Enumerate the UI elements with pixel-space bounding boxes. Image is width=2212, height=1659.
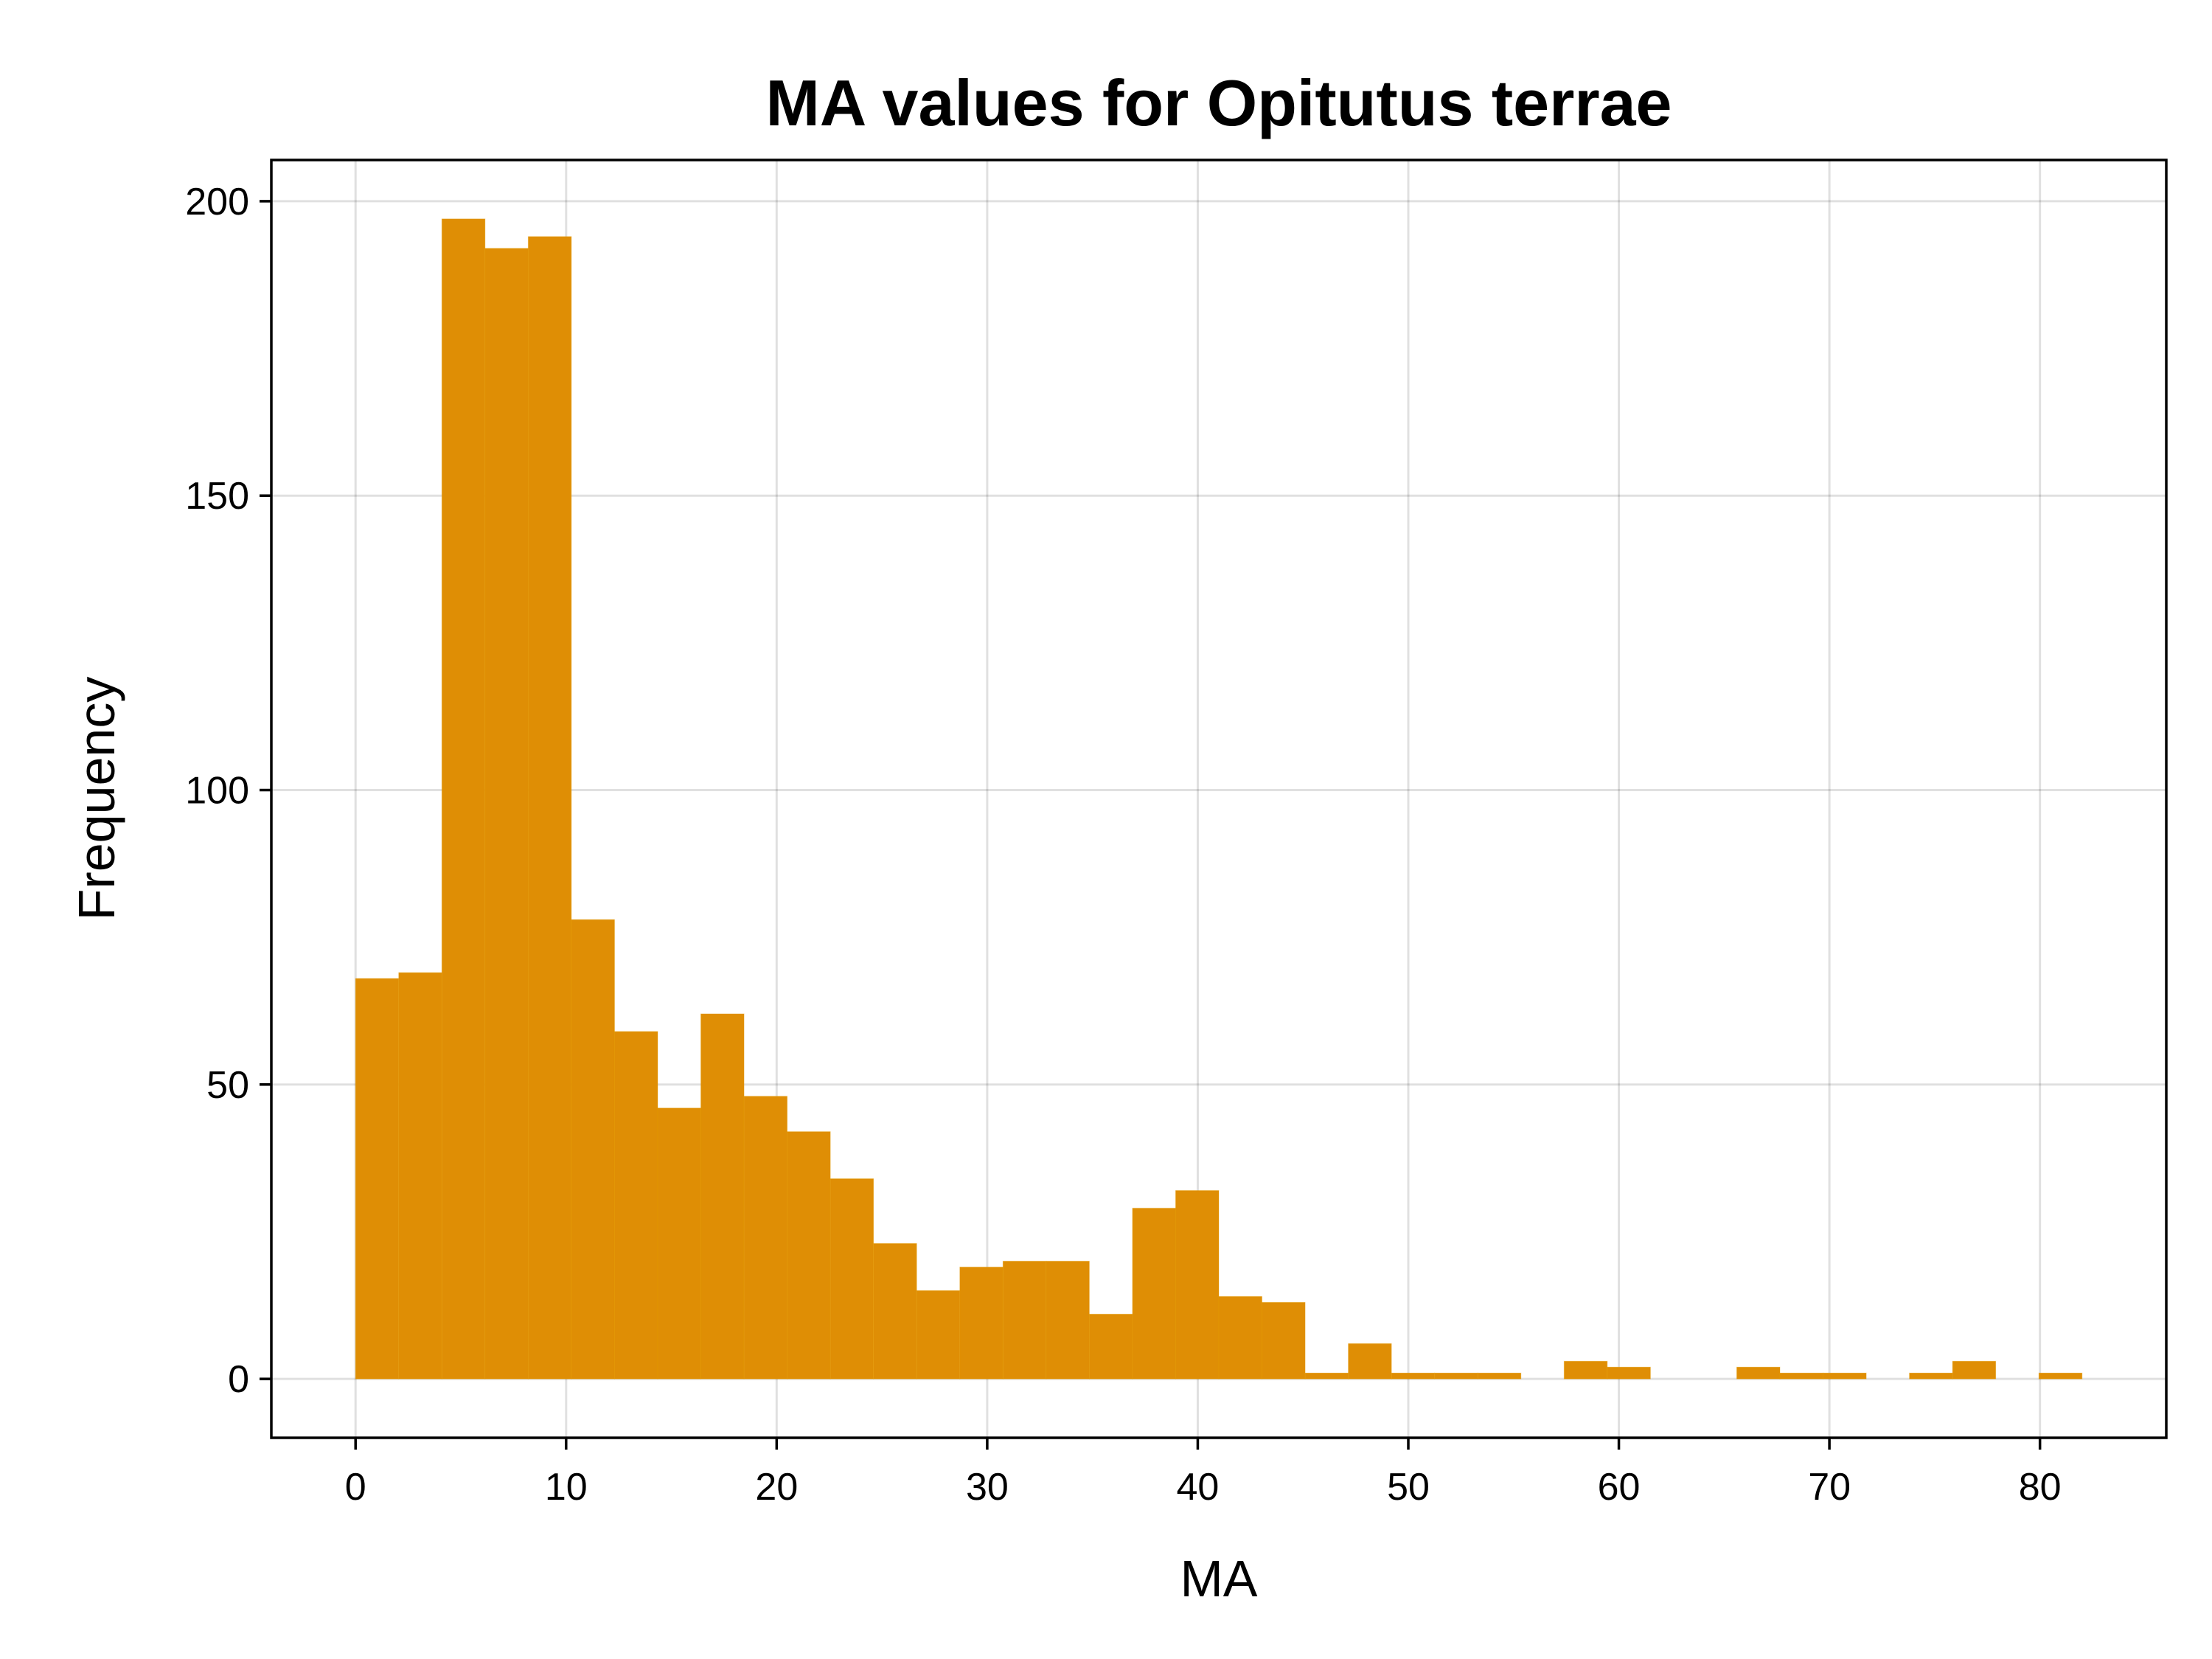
- histogram-bar: [1132, 1208, 1176, 1380]
- y-tick-label: 100: [185, 770, 249, 813]
- axis-ticks: 0 10 20 30 40 50 60 70 80 0 50 100 150 200: [185, 181, 2061, 1509]
- histogram-bar: [355, 978, 400, 1380]
- histogram-bar: [657, 1107, 702, 1380]
- histogram-bar: [1088, 1313, 1133, 1380]
- histogram-bar: [959, 1266, 1004, 1380]
- histogram-bar: [441, 218, 486, 1380]
- y-tick-label: 200: [185, 181, 249, 223]
- x-tick-label: 30: [966, 1466, 1009, 1509]
- histogram-bar: [1563, 1360, 1608, 1380]
- plot-frame: [270, 159, 2168, 1439]
- histogram-bar: [1348, 1343, 1392, 1380]
- histogram-bar: [830, 1178, 874, 1380]
- y-axis-label: Frequency: [68, 677, 125, 921]
- chart-title: MA values for Opitutus terrae: [766, 66, 1672, 139]
- histogram-bar: [1952, 1360, 1997, 1380]
- histogram-bar: [1262, 1301, 1306, 1380]
- histogram-bar: [1391, 1372, 1436, 1380]
- histogram-bar: [1779, 1372, 1824, 1380]
- x-tick-label: 50: [1387, 1466, 1430, 1509]
- x-tick-label: 0: [345, 1466, 366, 1509]
- x-tick-label: 80: [2019, 1466, 2062, 1509]
- x-tick-label: 60: [1598, 1466, 1641, 1509]
- histogram-bar: [527, 236, 572, 1380]
- x-tick-label: 70: [1808, 1466, 1851, 1509]
- histogram-bar: [1175, 1190, 1220, 1380]
- histogram-bar: [1607, 1366, 1651, 1380]
- histogram-bar: [1823, 1372, 1867, 1380]
- x-tick-label: 40: [1177, 1466, 1220, 1509]
- x-tick-label: 20: [755, 1466, 798, 1509]
- x-tick-label: 10: [545, 1466, 588, 1509]
- histogram-bar: [398, 972, 442, 1380]
- histogram-bar: [1736, 1366, 1781, 1380]
- histogram-bar: [613, 1031, 658, 1380]
- x-axis-label: MA: [1180, 1550, 1258, 1607]
- histogram-bar: [571, 919, 615, 1380]
- histogram-bar: [2038, 1372, 2083, 1380]
- histogram-bar: [743, 1096, 788, 1380]
- histogram-bar: [700, 1013, 745, 1380]
- histogram-bar: [1434, 1372, 1478, 1380]
- y-tick-label: 50: [206, 1064, 249, 1107]
- histogram-bar: [873, 1242, 917, 1380]
- histogram-bar: [1477, 1372, 1522, 1380]
- histogram-bar: [787, 1131, 831, 1380]
- histogram-bar: [1046, 1260, 1090, 1380]
- histogram-bar: [1002, 1260, 1047, 1380]
- histogram-bar: [1304, 1372, 1349, 1380]
- histogram-bars: [355, 218, 2083, 1380]
- y-tick-label: 150: [185, 475, 249, 518]
- y-tick-label: 0: [228, 1358, 249, 1401]
- histogram-bar: [916, 1290, 961, 1380]
- histogram-bar: [484, 248, 529, 1380]
- histogram-bar: [1218, 1295, 1263, 1380]
- histogram-bar: [1909, 1372, 1953, 1380]
